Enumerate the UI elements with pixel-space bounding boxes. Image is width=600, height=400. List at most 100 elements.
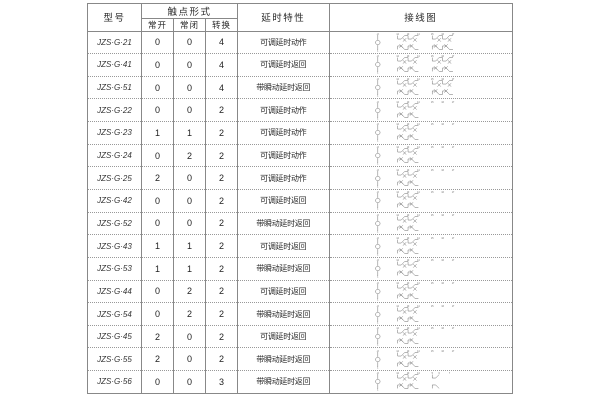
svg-text:17: 17 [451, 192, 454, 194]
svg-text:13: 13 [407, 56, 410, 58]
svg-text:16: 16 [441, 34, 444, 36]
svg-text:1: 1 [377, 164, 379, 165]
svg-text:12: 12 [396, 56, 399, 58]
svg-text:15: 15 [431, 147, 434, 149]
svg-text:12: 12 [396, 215, 399, 217]
svg-text:13: 13 [407, 351, 410, 353]
svg-text:14: 14 [417, 305, 420, 307]
svg-text:12: 12 [396, 283, 399, 285]
svg-text:14: 14 [417, 56, 420, 58]
svg-text:17: 17 [451, 34, 454, 36]
svg-text:16: 16 [441, 215, 444, 217]
svg-text:13: 13 [376, 192, 379, 194]
svg-text:13: 13 [376, 260, 379, 262]
svg-text:1: 1 [377, 141, 379, 142]
svg-text:13: 13 [376, 328, 379, 330]
svg-text:13: 13 [407, 328, 410, 330]
svg-text:13: 13 [407, 192, 410, 194]
svg-text:16: 16 [441, 260, 444, 262]
svg-text:13: 13 [407, 34, 410, 36]
svg-text:14: 14 [417, 147, 420, 149]
svg-text:6: 6 [438, 373, 440, 375]
svg-text:1: 1 [377, 118, 379, 119]
svg-text:13: 13 [376, 56, 379, 58]
svg-text:14: 14 [417, 102, 420, 104]
svg-text:17: 17 [451, 283, 454, 285]
svg-text:15: 15 [431, 192, 434, 194]
svg-text:16: 16 [441, 102, 444, 104]
svg-text:13: 13 [376, 124, 379, 126]
svg-text:13: 13 [376, 33, 379, 35]
svg-text:1: 1 [377, 50, 379, 51]
svg-text:14: 14 [417, 328, 420, 330]
svg-text:16: 16 [441, 124, 444, 126]
svg-text:15: 15 [431, 215, 434, 217]
svg-text:13: 13 [376, 214, 379, 216]
svg-text:1: 1 [377, 232, 379, 233]
svg-text:14: 14 [417, 283, 420, 285]
svg-text:16: 16 [441, 192, 444, 194]
svg-text:12: 12 [396, 34, 399, 36]
svg-text:15: 15 [431, 283, 434, 285]
svg-text:14: 14 [417, 79, 420, 81]
svg-text:1: 1 [377, 209, 379, 210]
svg-text:17: 17 [451, 237, 454, 239]
svg-text:7: 7 [449, 373, 451, 375]
svg-text:13: 13 [407, 305, 410, 307]
svg-text:5: 5 [431, 373, 433, 375]
svg-text:13: 13 [376, 147, 379, 149]
svg-text:17: 17 [451, 351, 454, 353]
svg-text:13: 13 [407, 260, 410, 262]
svg-text:17: 17 [451, 124, 454, 126]
svg-text:12: 12 [396, 328, 399, 330]
svg-text:17: 17 [451, 305, 454, 307]
svg-text:15: 15 [431, 305, 434, 307]
svg-text:16: 16 [441, 147, 444, 149]
svg-text:1: 1 [377, 277, 379, 278]
svg-text:13: 13 [376, 350, 379, 352]
svg-text:1: 1 [377, 367, 379, 368]
svg-text:16: 16 [441, 351, 444, 353]
svg-text:14: 14 [417, 170, 420, 172]
svg-text:16: 16 [441, 56, 444, 58]
svg-text:13: 13 [376, 101, 379, 103]
svg-text:17: 17 [451, 170, 454, 172]
svg-text:12: 12 [396, 237, 399, 239]
svg-text:13: 13 [376, 305, 379, 307]
svg-text:1: 1 [377, 345, 379, 346]
svg-text:13: 13 [407, 170, 410, 172]
svg-text:13: 13 [407, 79, 410, 81]
svg-text:15: 15 [431, 351, 434, 353]
svg-text:13: 13 [407, 147, 410, 149]
svg-text:14: 14 [417, 373, 420, 375]
svg-text:12: 12 [396, 373, 399, 375]
svg-text:17: 17 [451, 147, 454, 149]
svg-text:15: 15 [431, 170, 434, 172]
svg-text:15: 15 [431, 328, 434, 330]
svg-text:1: 1 [377, 186, 379, 187]
svg-text:15: 15 [431, 260, 434, 262]
svg-text:12: 12 [396, 124, 399, 126]
svg-text:12: 12 [396, 305, 399, 307]
svg-text:13: 13 [376, 169, 379, 171]
svg-text:14: 14 [417, 237, 420, 239]
svg-text:16: 16 [441, 237, 444, 239]
svg-text:13: 13 [407, 283, 410, 285]
svg-text:1: 1 [377, 73, 379, 74]
svg-text:1: 1 [377, 299, 379, 300]
svg-text:1: 1 [377, 96, 379, 97]
svg-text:15: 15 [431, 34, 434, 36]
svg-text:17: 17 [451, 56, 454, 58]
svg-text:14: 14 [417, 124, 420, 126]
svg-text:13: 13 [376, 237, 379, 239]
svg-text:17: 17 [451, 79, 454, 81]
svg-text:15: 15 [431, 237, 434, 239]
svg-text:1: 1 [377, 254, 379, 255]
svg-text:12: 12 [396, 192, 399, 194]
svg-text:16: 16 [441, 305, 444, 307]
svg-text:17: 17 [451, 328, 454, 330]
svg-text:14: 14 [417, 260, 420, 262]
svg-text:13: 13 [407, 237, 410, 239]
svg-text:16: 16 [441, 328, 444, 330]
svg-text:14: 14 [417, 215, 420, 217]
